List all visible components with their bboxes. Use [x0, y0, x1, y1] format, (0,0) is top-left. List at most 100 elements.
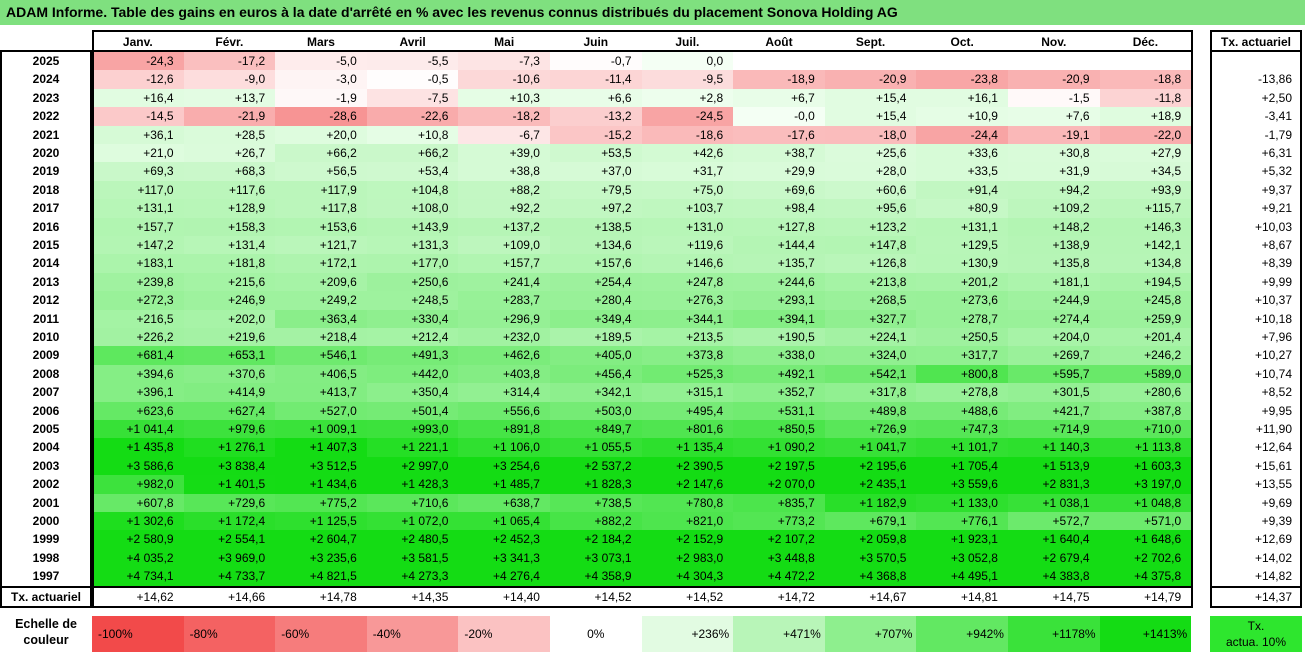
- row-rate: +7,96: [1261, 330, 1292, 344]
- table-cell: +91,4: [916, 180, 1008, 200]
- table-cell: +1 640,4: [1008, 530, 1100, 549]
- table-cell: +33,5: [916, 162, 1008, 181]
- table-cell: -5,5: [366, 52, 459, 71]
- table-cell: +215,6: [183, 272, 276, 292]
- table-cell: +246,9: [183, 291, 276, 310]
- table-cell: +747,3: [916, 420, 1008, 439]
- row-rate: -3,41: [1264, 109, 1292, 124]
- table-cell: +3 341,3: [458, 548, 550, 568]
- table-cell: +1 401,5: [183, 475, 276, 494]
- table-cell: +39,0: [458, 144, 550, 163]
- legend-label-line2: couleur: [23, 633, 69, 647]
- table-cell: +38,7: [733, 144, 825, 163]
- table-cell: +1 407,3: [275, 438, 367, 457]
- table-cell: +2 983,0: [641, 548, 734, 568]
- row-year: 2007: [32, 385, 60, 400]
- table-cell: +16,4: [92, 88, 184, 108]
- table-cell: +138,9: [1008, 236, 1100, 255]
- row-year: 2016: [32, 219, 60, 234]
- table-cell: +4 358,9: [550, 567, 642, 586]
- table-cell: +189,5: [550, 328, 642, 347]
- table-cell: +394,6: [92, 364, 184, 384]
- table-cell: -7,3: [458, 52, 550, 71]
- table-cell: -14,5: [92, 107, 184, 126]
- legend-swatch: +471%: [733, 616, 825, 652]
- table-cell: +274,4: [1008, 309, 1100, 328]
- table-cell: +330,4: [366, 309, 459, 328]
- table-cell: +1 603,3: [1099, 456, 1192, 476]
- table-cell: +194,5: [1099, 272, 1192, 292]
- table-cell: +157,7: [92, 217, 184, 236]
- table-cell: +413,7: [275, 383, 367, 402]
- table-cell: -24,3: [92, 52, 184, 71]
- table-cell: +1 135,4: [641, 438, 734, 457]
- table-cell: +4 383,8: [1008, 567, 1100, 586]
- table-cell: +135,8: [1008, 254, 1100, 273]
- month-header: Déc.: [1132, 35, 1159, 49]
- row-year: 2009: [32, 348, 60, 363]
- table-cell: +131,3: [366, 236, 459, 255]
- table-cell: +241,4: [458, 272, 550, 292]
- footer-divider: [0, 585, 1194, 588]
- table-cell: -24,4: [916, 125, 1008, 144]
- table-cell: +131,0: [641, 217, 734, 236]
- table-cell: +317,8: [824, 383, 917, 402]
- month-header: Sept.: [855, 35, 886, 49]
- table-cell: +4 276,4: [458, 567, 550, 586]
- table-cell: +53,4: [366, 162, 459, 181]
- table-cell: +324,0: [824, 346, 917, 365]
- table-cell: -0,7: [550, 52, 642, 71]
- table-cell: +800,8: [916, 364, 1008, 384]
- row-year: 2004: [32, 440, 60, 455]
- row-rate: [1210, 52, 1302, 70]
- table-cell: +2 702,6: [1099, 548, 1192, 568]
- table-cell: +1 125,5: [275, 512, 367, 531]
- table-cell: 0,0: [641, 52, 734, 71]
- row-year: 2024: [32, 72, 60, 87]
- row-rate: +13,55: [1254, 477, 1292, 492]
- table-cell: +338,0: [733, 346, 825, 365]
- table-cell: +177,0: [366, 254, 459, 273]
- table-cell: +4 368,8: [824, 567, 917, 586]
- rate-header: Tx. actuariel: [1220, 35, 1292, 49]
- table-cell: +327,7: [824, 309, 917, 328]
- row-rate: -1,79: [1264, 127, 1292, 142]
- table-cell: +239,8: [92, 272, 184, 292]
- table-cell: +1 038,1: [1008, 493, 1100, 512]
- table-cell: -0,5: [366, 70, 459, 89]
- table-cell: -22,6: [366, 107, 459, 126]
- row-year: 2006: [32, 403, 60, 418]
- table-cell: -17,6: [733, 125, 825, 144]
- table-cell: -9,0: [183, 70, 276, 89]
- table-cell: +93,9: [1099, 180, 1192, 200]
- row-year: 1998: [32, 550, 60, 565]
- footer-cell: +14,35: [411, 589, 449, 604]
- table-cell: +245,8: [1099, 291, 1192, 310]
- table-cell: +891,8: [458, 420, 550, 439]
- row-rate: +8,52: [1261, 385, 1292, 400]
- table-cell: +248,5: [366, 291, 459, 310]
- row-rate: +11,90: [1255, 422, 1292, 436]
- table-cell: -9,5: [641, 70, 734, 89]
- row-year: 2003: [32, 458, 60, 473]
- table-cell: +278,8: [916, 383, 1008, 402]
- table-cell: +201,4: [1099, 328, 1192, 347]
- table-cell: +131,4: [183, 236, 276, 255]
- table-cell: +3 559,6: [916, 475, 1008, 494]
- table-cell: +244,9: [1008, 291, 1100, 310]
- table-cell: +201,2: [916, 272, 1008, 292]
- table-cell: +1 133,0: [916, 493, 1008, 512]
- table-cell: +94,2: [1008, 180, 1100, 200]
- table-cell: +232,0: [458, 328, 550, 347]
- table-cell: +28,0: [824, 162, 917, 181]
- table-cell: -24,5: [641, 107, 734, 126]
- table-cell: +190,5: [733, 328, 825, 347]
- table-cell: +1 428,3: [366, 475, 459, 494]
- table-cell: +69,6: [733, 180, 825, 200]
- table-cell: +627,4: [183, 401, 276, 420]
- table-cell: +2 197,5: [733, 456, 825, 476]
- table-cell: +98,4: [733, 199, 825, 218]
- table-cell: +1 435,8: [92, 438, 184, 457]
- table-cell: +75,0: [641, 180, 734, 200]
- table-cell: +421,7: [1008, 401, 1100, 420]
